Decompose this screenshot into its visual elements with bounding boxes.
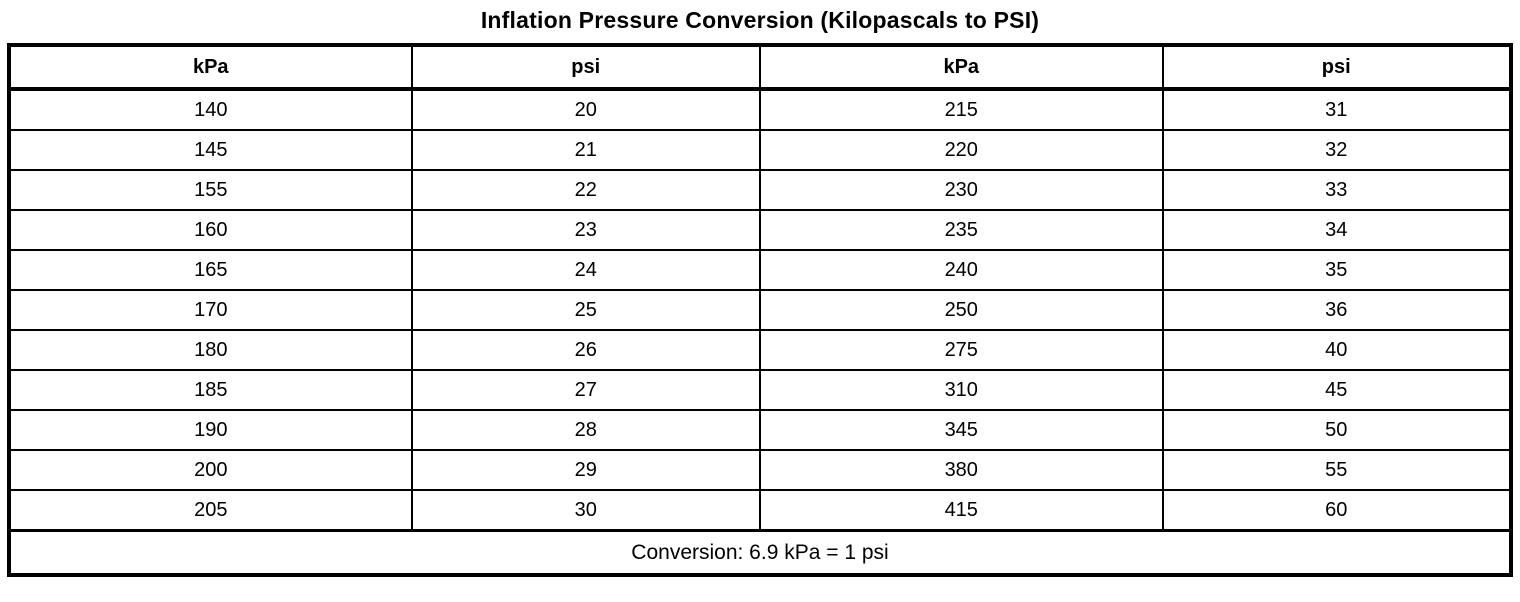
table-cell: 40 [1161,329,1513,371]
table-cell: 415 [758,489,1164,532]
table-cell: 23 [410,209,761,251]
table-cell: 140 [8,88,413,131]
table-footer: Conversion: 6.9 kPa = 1 psi [8,529,1512,576]
table-cell: 26 [410,329,761,371]
column-header-psi-left: psi [410,44,761,91]
table-cell: 155 [8,169,413,211]
table-cell: 30 [410,489,761,532]
table-cell: 27 [410,369,761,411]
table-cell: 170 [8,289,413,331]
table-cell: 205 [8,489,413,532]
table-cell: 220 [758,129,1164,171]
table-cell: 29 [410,449,761,491]
table-row: 205 30 415 60 [8,489,1513,532]
table-row: 160 23 235 34 [8,209,1513,251]
table-cell: 21 [410,129,761,171]
table-cell: 33 [1161,169,1513,211]
table-cell: 60 [1161,489,1513,532]
table-cell: 25 [410,289,761,331]
table-row: 185 27 310 45 [8,369,1513,411]
table-cell: 34 [1161,209,1513,251]
table-row: 170 25 250 36 [8,289,1513,331]
footer-row: Conversion: 6.9 kPa = 1 psi [8,529,1512,576]
table-cell: 145 [8,129,413,171]
table-row: 180 26 275 40 [8,329,1513,371]
table-header: kPa psi kPa psi [8,44,1513,91]
table-cell: 235 [758,209,1164,251]
table-row: 200 29 380 55 [8,449,1513,491]
table-cell: 275 [758,329,1164,371]
table-cell: 32 [1161,129,1513,171]
table-cell: 36 [1161,289,1513,331]
table-cell: 250 [758,289,1164,331]
table-cell: 50 [1161,409,1513,451]
table-body: 140 20 215 31 145 21 220 32 155 22 230 33 160 23 235 34… [8,88,1513,532]
table-cell: 35 [1161,249,1513,291]
column-header-psi-right: psi [1161,44,1513,91]
table-cell: 31 [1161,88,1513,131]
table-cell: 345 [758,409,1164,451]
table-row: 140 20 215 31 [8,88,1513,131]
table-cell: 180 [8,329,413,371]
table-row: 190 28 345 50 [8,409,1513,451]
table-cell: 240 [758,249,1164,291]
table-cell: 165 [8,249,413,291]
table-title: Inflation Pressure Conversion (Kilopasca… [480,7,1040,33]
table-cell: 200 [8,449,413,491]
table-cell: 28 [410,409,761,451]
table-cell: 185 [8,369,413,411]
pressure-conversion-table: kPa psi kPa psi 140 20 215 31 145 21 220 32 155 2… [7,43,1513,577]
table-cell: 310 [758,369,1164,411]
table-row: 165 24 240 35 [8,249,1513,291]
table-cell: 22 [410,169,761,211]
table-row: 155 22 230 33 [8,169,1513,211]
column-header-kpa-left: kPa [8,44,413,91]
header-row: kPa psi kPa psi [8,44,1513,91]
table-cell: 55 [1161,449,1513,491]
table-cell: 45 [1161,369,1513,411]
table-cell: 215 [758,88,1164,131]
conversion-note: Conversion: 6.9 kPa = 1 psi [8,529,1512,576]
table-cell: 24 [410,249,761,291]
table-cell: 160 [8,209,413,251]
column-header-kpa-right: kPa [758,44,1164,91]
table-row: 145 21 220 32 [8,129,1513,171]
table-cell: 230 [758,169,1164,211]
table-cell: 20 [410,88,761,131]
table-cell: 190 [8,409,413,451]
table-cell: 380 [758,449,1164,491]
